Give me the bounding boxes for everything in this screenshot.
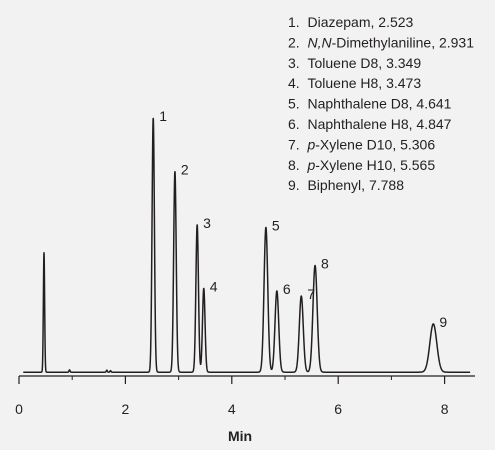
x-tick-label: 6 <box>334 401 342 417</box>
legend-compound-name: -Dimethylaniline <box>332 34 432 50</box>
legend-compound-name: Naphthalene D8 <box>307 96 408 112</box>
peak-label: 4 <box>210 278 218 294</box>
peak-label: 1 <box>159 108 167 124</box>
legend-compound-name: p <box>306 136 315 152</box>
legend-retention-time: , 4.847 <box>409 116 452 132</box>
legend-retention-time: , 3.473 <box>378 75 421 91</box>
legend-number-dot: . <box>296 75 308 91</box>
peak-legend: 1. Diazepam, 2.523 2. N,N-Dimethylaniline… <box>288 14 474 193</box>
x-tick-label: 0 <box>15 401 23 417</box>
legend-retention-time: , 7.788 <box>361 177 404 193</box>
x-axis: 0 2 4 6 8 <box>15 375 475 417</box>
legend-compound-name: Naphthalene H8 <box>307 116 408 132</box>
legend-retention-time: , 4.641 <box>409 96 452 112</box>
legend-retention-time: , 2.523 <box>371 14 414 30</box>
legend-entry: 6. Naphthalene H8, 4.847 <box>288 116 452 132</box>
legend-compound-name: Diazepam <box>307 14 370 30</box>
x-tick-label: 4 <box>228 401 236 417</box>
legend-compound-name: Biphenyl <box>307 177 361 193</box>
legend-entry: 5. Naphthalene D8, 4.641 <box>288 96 452 112</box>
legend-number: 1 <box>288 14 296 30</box>
legend-entry: 4. Toluene H8, 3.473 <box>288 75 421 91</box>
legend-compound-name: -Xylene H10 <box>315 157 392 173</box>
legend-number-dot: . <box>296 177 308 193</box>
legend-retention-time: , 5.306 <box>392 136 435 152</box>
legend-number: 3 <box>288 55 296 71</box>
peak-label: 2 <box>181 162 189 178</box>
legend-entry: 7. p-Xylene D10, 5.306 <box>288 136 435 152</box>
peak-label: 8 <box>321 256 329 272</box>
x-tick-label: 8 <box>441 401 449 417</box>
legend-compound-name: p <box>306 157 315 173</box>
legend-retention-time: , 3.349 <box>378 55 421 71</box>
legend-number: 7 <box>288 136 296 152</box>
legend-entry: 9. Biphenyl, 7.788 <box>288 177 404 193</box>
x-axis-title: Min <box>228 428 252 444</box>
legend-compound-name: -Xylene D10 <box>315 136 392 152</box>
chromatogram-trace <box>22 117 471 373</box>
legend-entry: 1. Diazepam, 2.523 <box>288 14 414 30</box>
legend-number: 5 <box>288 96 296 112</box>
legend-compound-name: Toluene H8 <box>307 75 378 91</box>
legend-number: 4 <box>288 75 296 91</box>
x-tick-label: 2 <box>122 401 130 417</box>
legend-number-dot: . <box>296 96 308 112</box>
legend-number: 9 <box>288 177 296 193</box>
legend-number-dot: . <box>296 116 308 132</box>
peak-label: 3 <box>203 215 211 231</box>
peak-label: 7 <box>307 286 315 302</box>
legend-number: 2 <box>288 34 296 50</box>
legend-compound-name: Toluene D8 <box>307 55 378 71</box>
legend-number-dot: . <box>296 55 308 71</box>
peak-label: 6 <box>283 281 291 297</box>
peak-label: 5 <box>272 217 280 233</box>
legend-number: 8 <box>288 157 296 173</box>
legend-retention-time: , 5.565 <box>392 157 435 173</box>
legend-number-dot: . <box>296 14 308 30</box>
legend-number: 6 <box>288 116 296 132</box>
peak-label: 9 <box>439 314 447 330</box>
legend-entry: 2. N,N-Dimethylaniline, 2.931 <box>288 34 474 50</box>
legend-retention-time: , 2.931 <box>431 34 474 50</box>
legend-compound-name: N,N <box>307 34 332 50</box>
legend-number-dot: . <box>296 136 308 152</box>
legend-entry: 3. Toluene D8, 3.349 <box>288 55 421 71</box>
legend-number-dot: . <box>296 34 308 50</box>
legend-entry: 8. p-Xylene H10, 5.565 <box>288 157 435 173</box>
legend-number-dot: . <box>296 157 308 173</box>
